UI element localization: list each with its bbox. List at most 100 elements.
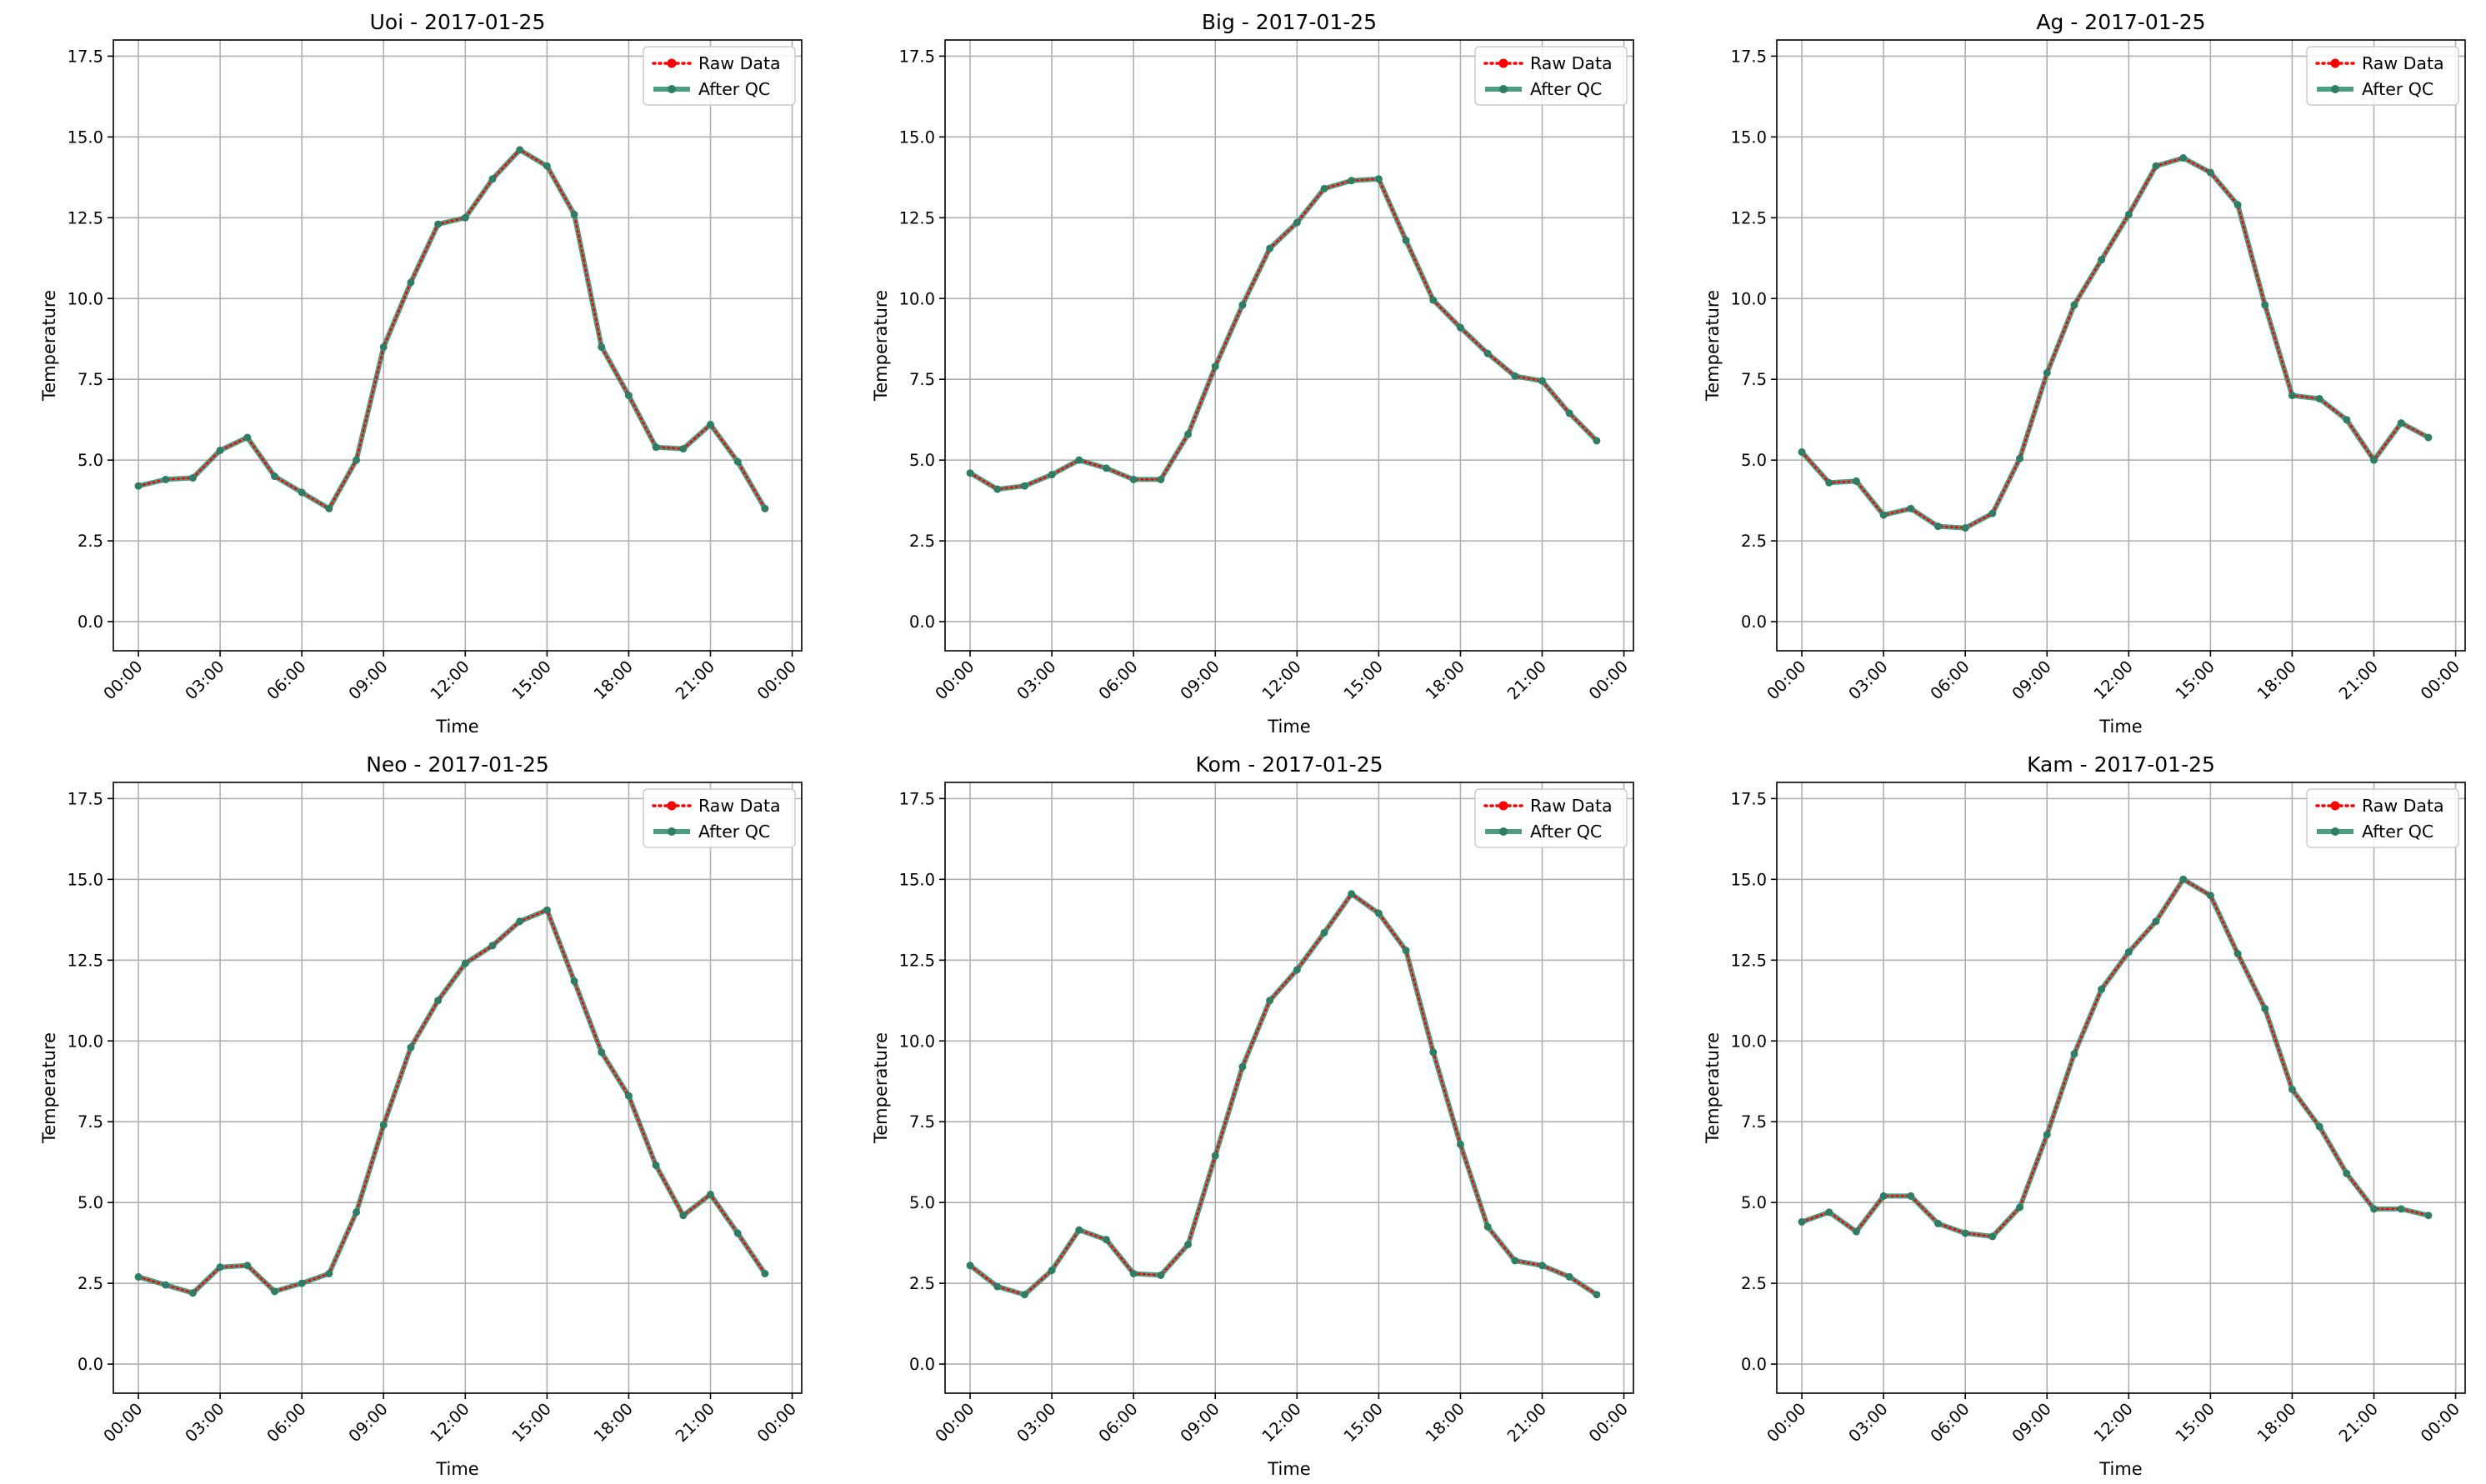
data-point: [1048, 471, 1056, 479]
y-axis-label: Temperature: [39, 290, 59, 402]
data-point: [325, 504, 333, 512]
chart-title: Kam - 2017-01-25: [2027, 752, 2215, 777]
data-point: [598, 342, 606, 351]
data-point: [1593, 437, 1601, 445]
series-line-raw-data: [968, 892, 1598, 1297]
data-point: [488, 175, 497, 183]
data-point: [543, 906, 551, 914]
series-line-raw-data: [137, 148, 767, 511]
data-point: [188, 1289, 197, 1297]
x-tick-label: 00:00: [100, 657, 147, 703]
x-tick-label: 03:00: [182, 1399, 228, 1446]
data-point: [1103, 1236, 1111, 1244]
data-point: [298, 488, 306, 497]
legend-label-raw-data: Raw Data: [1530, 796, 1613, 816]
y-tick-label: 17.5: [68, 789, 103, 808]
legend-label-after-qc: After QC: [698, 822, 770, 842]
x-tick-label: 21:00: [2335, 657, 2382, 703]
data-point: [353, 1208, 361, 1217]
x-tick-label: 09:00: [2008, 1399, 2055, 1446]
x-axis-label: Time: [2098, 1459, 2142, 1479]
y-tick-label: 17.5: [1731, 789, 1767, 808]
x-tick-label: 12:00: [2090, 1399, 2137, 1446]
data-point: [761, 1270, 769, 1278]
legend: Raw Data After QC: [1474, 46, 1628, 106]
data-point: [1565, 1272, 1573, 1281]
chart-title: Uoi - 2017-01-25: [370, 10, 546, 34]
data-point: [1348, 890, 1356, 898]
data-point: [1429, 1048, 1438, 1057]
legend-label-raw-data: Raw Data: [698, 53, 781, 73]
x-tick-label: 18:00: [590, 1399, 637, 1446]
data-point: [624, 392, 633, 400]
x-tick-label: 09:00: [345, 657, 392, 703]
data-point: [1184, 430, 1193, 438]
series-line-after-qc: [968, 176, 1599, 492]
data-point: [407, 278, 415, 287]
y-tick-label: 5.0: [78, 451, 103, 470]
legend-marker-raw-data: [1498, 58, 1508, 68]
legend-marker-raw-data: [667, 801, 677, 811]
x-tick-label: 00:00: [932, 1399, 978, 1446]
data-point: [2070, 301, 2078, 309]
x-tick-label: 09:00: [1177, 657, 1223, 703]
data-point: [652, 443, 660, 452]
legend-marker-after-qc: [668, 827, 676, 836]
subplot-4: Kom - 2017-01-25 0.0 2.5 5.0 7.5 10.0 12.5 15.0…: [871, 752, 1634, 1479]
data-point: [624, 1092, 633, 1100]
legend-marker-raw-data: [1498, 801, 1508, 811]
x-tick-label: 21:00: [672, 657, 718, 703]
data-point: [1211, 362, 1219, 371]
data-point: [1907, 1192, 1915, 1200]
x-tick-label: 21:00: [2335, 1399, 2382, 1446]
data-point: [966, 469, 974, 477]
y-tick-label: 15.0: [68, 870, 103, 889]
data-point: [1293, 966, 1301, 974]
series-line-raw-data: [1800, 157, 2430, 529]
x-tick-label: 15:00: [1340, 1399, 1387, 1446]
data-point: [1103, 464, 1111, 472]
y-tick-label: 2.5: [78, 532, 103, 551]
data-point: [2152, 162, 2160, 170]
x-tick-label: 15:00: [508, 1399, 555, 1446]
data-point: [1184, 1241, 1193, 1249]
data-point: [461, 959, 469, 967]
x-tick-label: 00:00: [2417, 657, 2463, 703]
x-tick-label: 12:00: [2090, 657, 2137, 703]
data-point: [1852, 477, 1860, 485]
data-point: [1879, 1192, 1888, 1200]
y-tick-label: 2.5: [909, 532, 935, 551]
x-tick-label: 06:00: [1927, 657, 1973, 703]
data-point: [2206, 892, 2214, 900]
legend-marker-after-qc: [1499, 85, 1508, 93]
x-tick-label: 12:00: [427, 1399, 473, 1446]
plot-frame: [113, 782, 803, 1394]
data-point: [1266, 997, 1274, 1005]
x-tick-label: 21:00: [672, 1399, 718, 1446]
y-tick-label: 7.5: [78, 1112, 103, 1132]
data-point: [706, 421, 714, 429]
y-tick-label: 5.0: [909, 1193, 935, 1212]
y-tick-label: 17.5: [68, 47, 103, 66]
legend-marker-raw-data: [667, 58, 677, 68]
plot-frame: [113, 39, 803, 652]
data-point: [1798, 1217, 1806, 1226]
legend-label-after-qc: After QC: [698, 79, 770, 99]
data-point: [1129, 1270, 1138, 1278]
x-tick-label: 03:00: [1013, 1399, 1060, 1446]
y-tick-label: 15.0: [1731, 127, 1767, 147]
data-point: [2233, 201, 2242, 209]
y-tick-label: 0.0: [78, 612, 103, 632]
data-point: [1348, 177, 1356, 185]
plot-frame: [944, 782, 1634, 1394]
data-point: [1238, 1062, 1247, 1071]
legend-marker-raw-data: [2330, 801, 2340, 811]
data-point: [2424, 433, 2433, 442]
y-axis-label: Temperature: [1703, 290, 1723, 402]
data-point: [706, 1190, 714, 1198]
data-point: [271, 472, 279, 481]
legend-marker-after-qc: [1499, 827, 1508, 836]
data-point: [2124, 948, 2133, 957]
y-tick-label: 12.5: [68, 951, 103, 970]
y-tick-label: 5.0: [78, 1193, 103, 1212]
